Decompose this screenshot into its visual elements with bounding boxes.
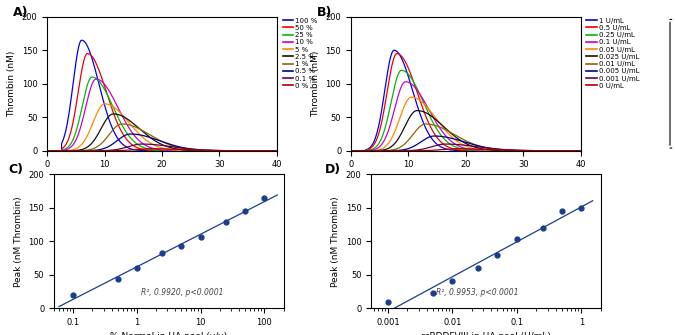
Y-axis label: Peak (nM Thrombin): Peak (nM Thrombin): [14, 196, 23, 286]
Text: B): B): [317, 6, 332, 19]
X-axis label: Time  (min): Time (min): [136, 175, 188, 184]
Legend: 100 %, 50 %, 25 %, 10 %, 5 %, 2.5 %, 1 %, 0.5 %, 0.1 %, 0 %: 100 %, 50 %, 25 %, 10 %, 5 %, 2.5 %, 1 %…: [283, 17, 317, 89]
X-axis label: % Normal in HA pool (v/v): % Normal in HA pool (v/v): [110, 332, 227, 335]
X-axis label: Time  (min): Time (min): [439, 175, 492, 184]
Text: D): D): [325, 163, 342, 177]
Text: Normal in
HA pool (v/v): Normal in HA pool (v/v): [364, 74, 414, 94]
Text: A): A): [13, 6, 28, 19]
X-axis label: rcBDDFVIII in HA pool (U/mL): rcBDDFVIII in HA pool (U/mL): [421, 332, 551, 335]
Text: R², 0.9920, p<0.0001: R², 0.9920, p<0.0001: [141, 288, 223, 297]
Y-axis label: Thrombin (nM): Thrombin (nM): [311, 51, 320, 117]
Legend: 1 U/mL, 0.5 U/mL, 0.25 U/mL, 0.1 U/mL, 0.05 U/mL, 0.025 U/mL, 0.01 U/mL, 0.005 U: 1 U/mL, 0.5 U/mL, 0.25 U/mL, 0.1 U/mL, 0…: [587, 17, 639, 89]
Y-axis label: Peak (nM Thrombin): Peak (nM Thrombin): [331, 196, 340, 286]
Text: R², 0.9953, p<0.0001: R², 0.9953, p<0.0001: [435, 288, 518, 297]
Y-axis label: Thrombin (nM): Thrombin (nM): [7, 51, 16, 117]
Text: C): C): [8, 163, 23, 177]
